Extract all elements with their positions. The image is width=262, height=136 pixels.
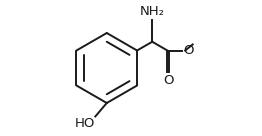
Text: O: O bbox=[183, 44, 194, 57]
Text: NH₂: NH₂ bbox=[140, 5, 165, 18]
Text: HO: HO bbox=[74, 117, 95, 130]
Text: O: O bbox=[163, 74, 173, 87]
